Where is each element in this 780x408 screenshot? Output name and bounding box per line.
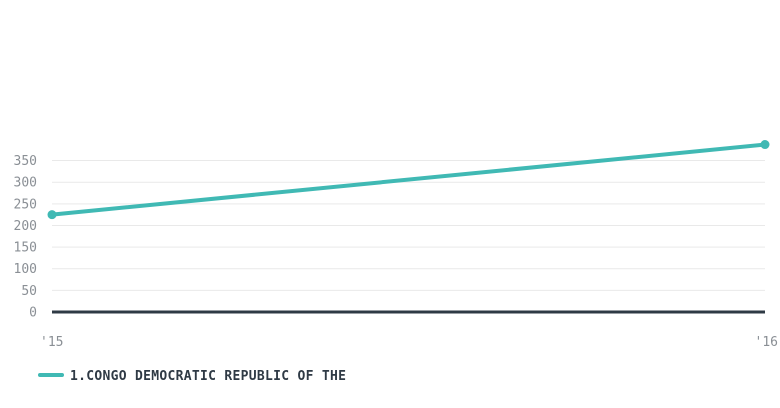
y-axis-ticks: 0 50 100 150 200 250 300 350 <box>14 154 37 320</box>
y-tick-label-0: 0 <box>29 306 37 321</box>
y-tick-label-200: 200 <box>14 219 37 234</box>
legend-swatch <box>38 373 64 377</box>
x-axis-ticks: '15 '16 <box>40 335 778 350</box>
x-tick-label: '15 <box>40 335 63 350</box>
x-tick-label: '16 <box>755 335 778 350</box>
series-lines <box>47 140 770 220</box>
y-tick-label-350: 350 <box>14 154 37 169</box>
y-tick-label-300: 300 <box>14 176 37 191</box>
legend: 1.CONGO DEMOCRATIC REPUBLIC OF THE <box>38 364 418 390</box>
legend-label: 1.CONGO DEMOCRATIC REPUBLIC OF THE <box>70 369 347 384</box>
y-tick-label-100: 100 <box>14 262 37 277</box>
y-tick-label-250: 250 <box>14 197 37 212</box>
data-point <box>760 140 770 150</box>
series-line-0 <box>50 142 767 217</box>
y-tick-label-150: 150 <box>14 241 37 256</box>
data-point <box>47 210 57 220</box>
y-tick-label-50: 50 <box>21 284 37 299</box>
